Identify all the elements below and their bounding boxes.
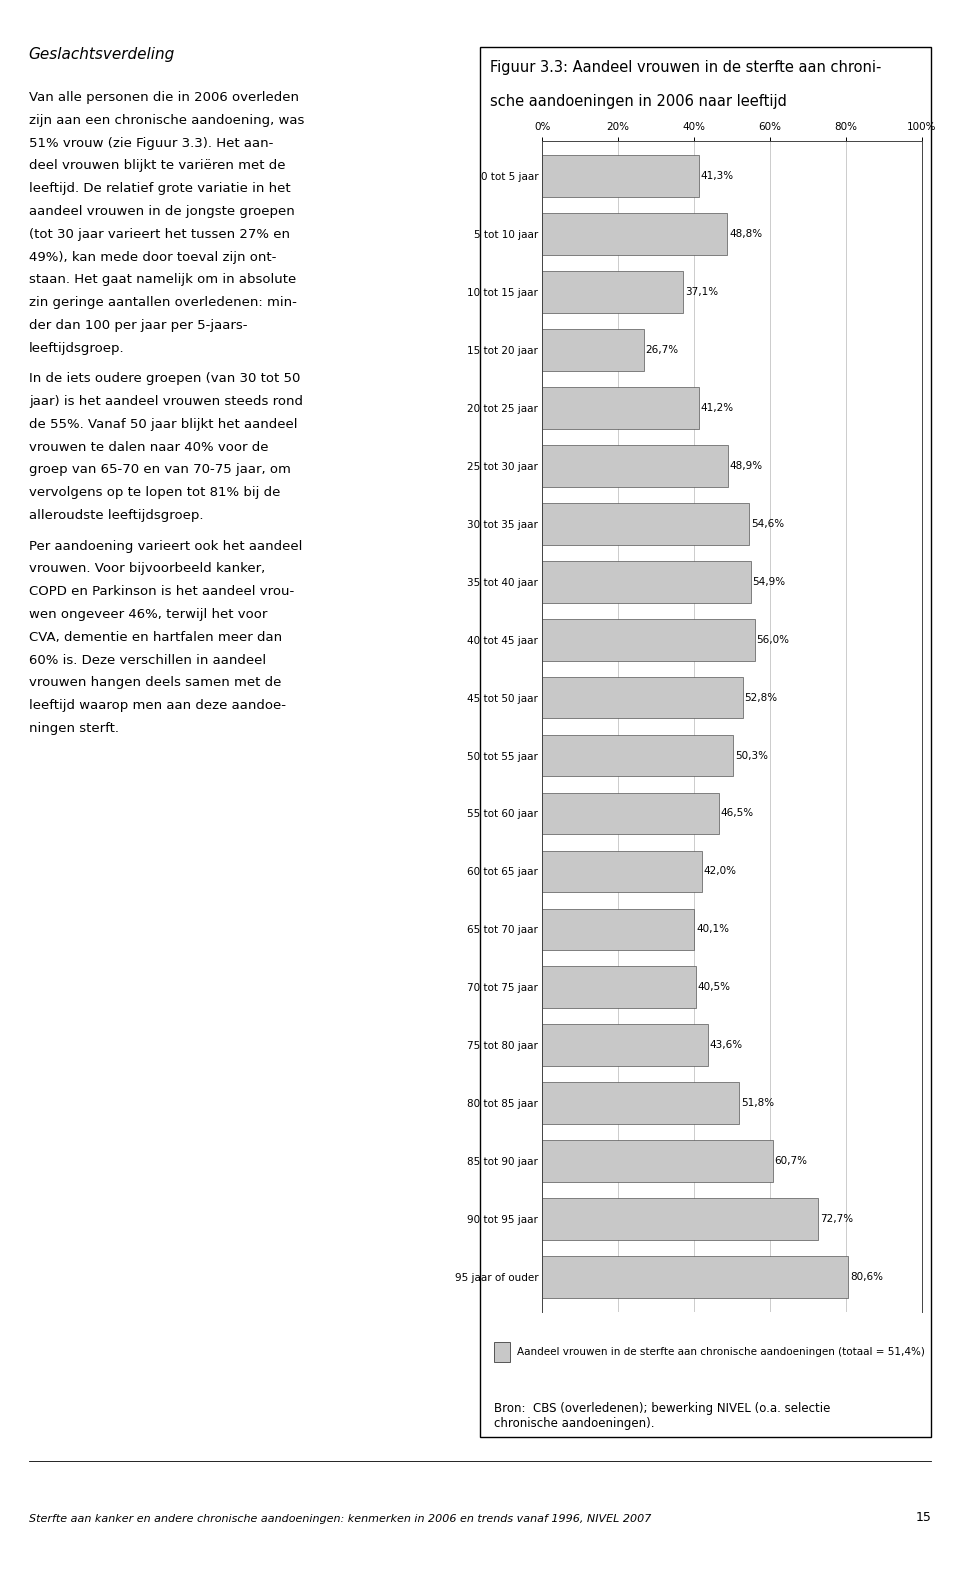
Text: 51,8%: 51,8% (741, 1098, 774, 1108)
Bar (542, 850, 702, 892)
Text: 48,9%: 48,9% (730, 460, 763, 471)
Text: ningen sterft.: ningen sterft. (29, 721, 119, 735)
Text: 52,8%: 52,8% (745, 693, 778, 702)
Bar (542, 386, 699, 429)
Text: COPD en Parkinson is het aandeel vrou-: COPD en Parkinson is het aandeel vrou- (29, 584, 294, 599)
Text: 49%), kan mede door toeval zijn ont-: 49%), kan mede door toeval zijn ont- (29, 250, 276, 264)
Bar (542, 1141, 773, 1181)
Text: 54,6%: 54,6% (752, 518, 784, 529)
Text: Bron:  CBS (overledenen); bewerking NIVEL (o.a. selectie
chronische aandoeningen: Bron: CBS (overledenen); bewerking NIVEL… (494, 1401, 830, 1430)
Text: 40,5%: 40,5% (698, 982, 731, 993)
Bar (542, 677, 743, 718)
Text: 48,8%: 48,8% (730, 229, 762, 239)
Text: aandeel vrouwen in de jongste groepen: aandeel vrouwen in de jongste groepen (29, 204, 295, 218)
Text: 37,1%: 37,1% (685, 287, 718, 297)
Text: Geslachtsverdeling: Geslachtsverdeling (29, 47, 175, 63)
Bar (542, 156, 699, 196)
Bar (542, 328, 643, 371)
Text: der dan 100 per jaar per 5-jaars-: der dan 100 per jaar per 5-jaars- (29, 319, 248, 331)
Text: vervolgens op te lopen tot 81% bij de: vervolgens op te lopen tot 81% bij de (29, 485, 280, 500)
Text: Sterfte aan kanker en andere chronische aandoeningen: kenmerken in 2006 en trend: Sterfte aan kanker en andere chronische … (29, 1514, 651, 1524)
Text: staan. Het gaat namelijk om in absolute: staan. Het gaat namelijk om in absolute (29, 273, 296, 286)
Text: (tot 30 jaar varieert het tussen 27% en: (tot 30 jaar varieert het tussen 27% en (29, 228, 290, 240)
Text: de 55%. Vanaf 50 jaar blijkt het aandeel: de 55%. Vanaf 50 jaar blijkt het aandeel (29, 418, 298, 430)
Text: 43,6%: 43,6% (709, 1040, 743, 1051)
Bar (542, 1082, 739, 1125)
Bar (542, 908, 694, 950)
Text: 60,7%: 60,7% (775, 1156, 807, 1166)
Bar (542, 966, 696, 1009)
Text: In de iets oudere groepen (van 30 tot 50: In de iets oudere groepen (van 30 tot 50 (29, 372, 300, 385)
Text: 42,0%: 42,0% (704, 867, 736, 877)
Bar (542, 1024, 708, 1067)
Text: 56,0%: 56,0% (756, 635, 790, 644)
Text: Figuur 3.3: Aandeel vrouwen in de sterfte aan chroni-: Figuur 3.3: Aandeel vrouwen in de sterft… (490, 60, 881, 75)
Bar (542, 1199, 818, 1240)
Text: vrouwen te dalen naar 40% voor de: vrouwen te dalen naar 40% voor de (29, 440, 268, 454)
Text: groep van 65-70 en van 70-75 jaar, om: groep van 65-70 en van 70-75 jaar, om (29, 463, 291, 476)
Text: Van alle personen die in 2006 overleden: Van alle personen die in 2006 overleden (29, 91, 299, 104)
Text: 54,9%: 54,9% (753, 577, 785, 586)
Text: Aandeel vrouwen in de sterfte aan chronische aandoeningen (totaal = 51,4%): Aandeel vrouwen in de sterfte aan chroni… (517, 1346, 925, 1357)
Text: wen ongeveer 46%, terwijl het voor: wen ongeveer 46%, terwijl het voor (29, 608, 267, 621)
Text: zin geringe aantallen overledenen: min-: zin geringe aantallen overledenen: min- (29, 295, 297, 309)
Text: 80,6%: 80,6% (850, 1273, 883, 1282)
Text: vrouwen. Voor bijvoorbeeld kanker,: vrouwen. Voor bijvoorbeeld kanker, (29, 562, 265, 575)
Text: zijn aan een chronische aandoening, was: zijn aan een chronische aandoening, was (29, 115, 304, 127)
Bar (542, 793, 719, 834)
Bar (542, 214, 728, 255)
Text: 72,7%: 72,7% (820, 1214, 853, 1224)
Bar (542, 1257, 848, 1298)
Text: 41,2%: 41,2% (701, 402, 733, 413)
Text: 51% vrouw (zie Figuur 3.3). Het aan-: 51% vrouw (zie Figuur 3.3). Het aan- (29, 137, 274, 149)
Bar (542, 735, 733, 776)
Text: 40,1%: 40,1% (696, 924, 730, 935)
Text: 26,7%: 26,7% (645, 346, 679, 355)
Text: Per aandoening varieert ook het aandeel: Per aandoening varieert ook het aandeel (29, 539, 302, 553)
Text: 15: 15 (915, 1511, 931, 1524)
Text: leeftijd. De relatief grote variatie in het: leeftijd. De relatief grote variatie in … (29, 182, 291, 195)
Text: deel vrouwen blijkt te variëren met de: deel vrouwen blijkt te variëren met de (29, 159, 285, 173)
Text: leeftijdsgroep.: leeftijdsgroep. (29, 341, 125, 355)
Bar (542, 619, 755, 660)
Text: alleroudste leeftijdsgroep.: alleroudste leeftijdsgroep. (29, 509, 204, 522)
Text: vrouwen hangen deels samen met de: vrouwen hangen deels samen met de (29, 676, 281, 690)
Bar (542, 561, 751, 603)
Bar (542, 445, 728, 487)
Text: jaar) is het aandeel vrouwen steeds rond: jaar) is het aandeel vrouwen steeds rond (29, 394, 302, 408)
Text: CVA, dementie en hartfalen meer dan: CVA, dementie en hartfalen meer dan (29, 630, 282, 644)
Text: leeftijd waarop men aan deze aandoe-: leeftijd waarop men aan deze aandoe- (29, 699, 286, 712)
Bar (542, 272, 684, 313)
Text: 60% is. Deze verschillen in aandeel: 60% is. Deze verschillen in aandeel (29, 654, 266, 666)
Text: 41,3%: 41,3% (701, 171, 734, 181)
Text: 50,3%: 50,3% (735, 751, 768, 760)
Text: sche aandoeningen in 2006 naar leeftijd: sche aandoeningen in 2006 naar leeftijd (490, 94, 786, 110)
Bar (542, 503, 750, 545)
Text: 46,5%: 46,5% (721, 809, 754, 818)
